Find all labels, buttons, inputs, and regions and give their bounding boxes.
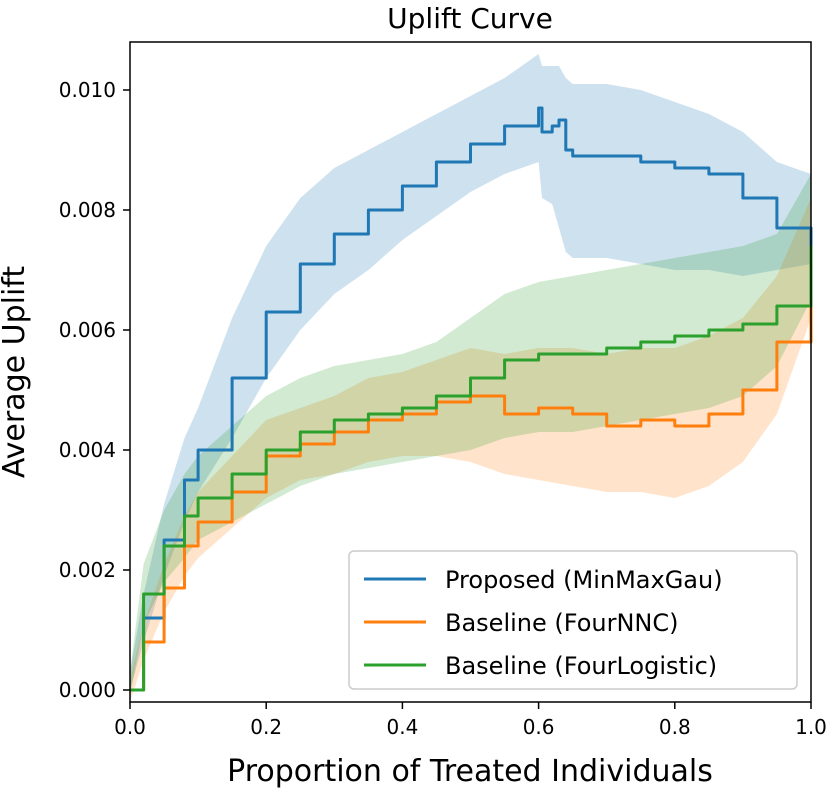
band-series-0 [130,54,811,690]
y-tick-label: 0.002 [59,558,116,582]
x-tick-label: 0.0 [114,715,146,739]
y-tick-label: 0.008 [59,198,116,222]
x-tick-label: 0.2 [250,715,282,739]
legend-label-1: Baseline (FourNNC) [445,609,678,637]
x-axis-label: Proportion of Treated Individuals [227,754,713,788]
band-series-1 [130,198,811,702]
y-axis-label: Average Uplift [0,266,32,478]
band-series-2 [130,174,811,696]
legend-box [348,550,798,690]
confidence-bands [130,54,811,702]
x-tick-label: 0.6 [523,715,555,739]
axis-ticks: 0.0 0.2 0.4 0.6 0.8 1.0 0.000 0.002 0.004 0.006 0.… [59,78,827,739]
y-tick-label: 0.010 [59,78,116,102]
series-lines [130,106,813,692]
plot-frame [129,41,812,703]
line-series-0 [130,106,813,692]
chart-title: Uplift Curve [387,2,553,35]
legend-label-0: Proposed (MinMaxGau) [445,566,723,594]
x-tick-label: 0.4 [386,715,418,739]
y-tick-label: 0.000 [59,678,116,702]
y-tick-label: 0.004 [59,438,116,462]
x-tick-label: 0.8 [659,715,691,739]
line-series-2 [130,246,813,692]
legend: Proposed (MinMaxGau) Baseline (FourNNC) Ba… [348,550,798,690]
legend-label-2: Baseline (FourLogistic) [445,652,717,680]
x-tick-label: 1.0 [795,715,827,739]
y-tick-label: 0.006 [59,318,116,342]
